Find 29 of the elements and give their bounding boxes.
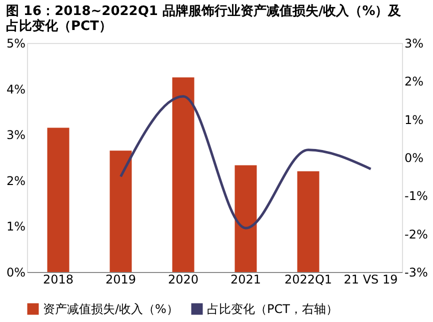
y2-tick-label: -1% <box>404 189 428 204</box>
text: 图 16：2018~2022Q1 品牌服饰行业资产减值损失/收入（%）及 <box>6 4 402 19</box>
y-tick-label: 2% <box>6 174 26 188</box>
text: 占比变化（PCT） <box>6 19 112 34</box>
x-tick-label: 2020 <box>168 272 199 286</box>
legend-label: 占比变化（PCT，右轴） <box>207 302 338 316</box>
y2-tick-label: -2% <box>404 227 428 242</box>
x-tick-label: 2022Q1 <box>284 272 332 286</box>
y-tick-label: 3% <box>6 128 26 142</box>
x-tick-label: 2018 <box>42 272 74 286</box>
line-series <box>120 95 372 230</box>
y-tick-label: 4% <box>6 82 26 96</box>
bar <box>297 171 320 272</box>
legend-label: 资产减值损失/收入（%） <box>43 302 178 316</box>
y-tick-label: 1% <box>6 220 26 234</box>
bar <box>172 77 194 272</box>
x-tick-label: 2019 <box>105 272 136 286</box>
y2-tick-label: -3% <box>404 266 428 280</box>
bar <box>110 150 132 272</box>
x-tick-label: 2021 <box>230 272 262 286</box>
y2-tick-label: 2% <box>404 74 424 89</box>
y-tick-label: 5% <box>6 36 26 50</box>
y2-tick-label: 0% <box>404 151 424 165</box>
y-tick-label: 0% <box>6 266 26 280</box>
y2-tick-label: 1% <box>404 112 424 127</box>
x-tick-label: 21 VS 19 <box>344 272 398 286</box>
bar <box>47 128 70 272</box>
bar <box>234 165 257 272</box>
y2-tick-label: 3% <box>404 36 424 50</box>
